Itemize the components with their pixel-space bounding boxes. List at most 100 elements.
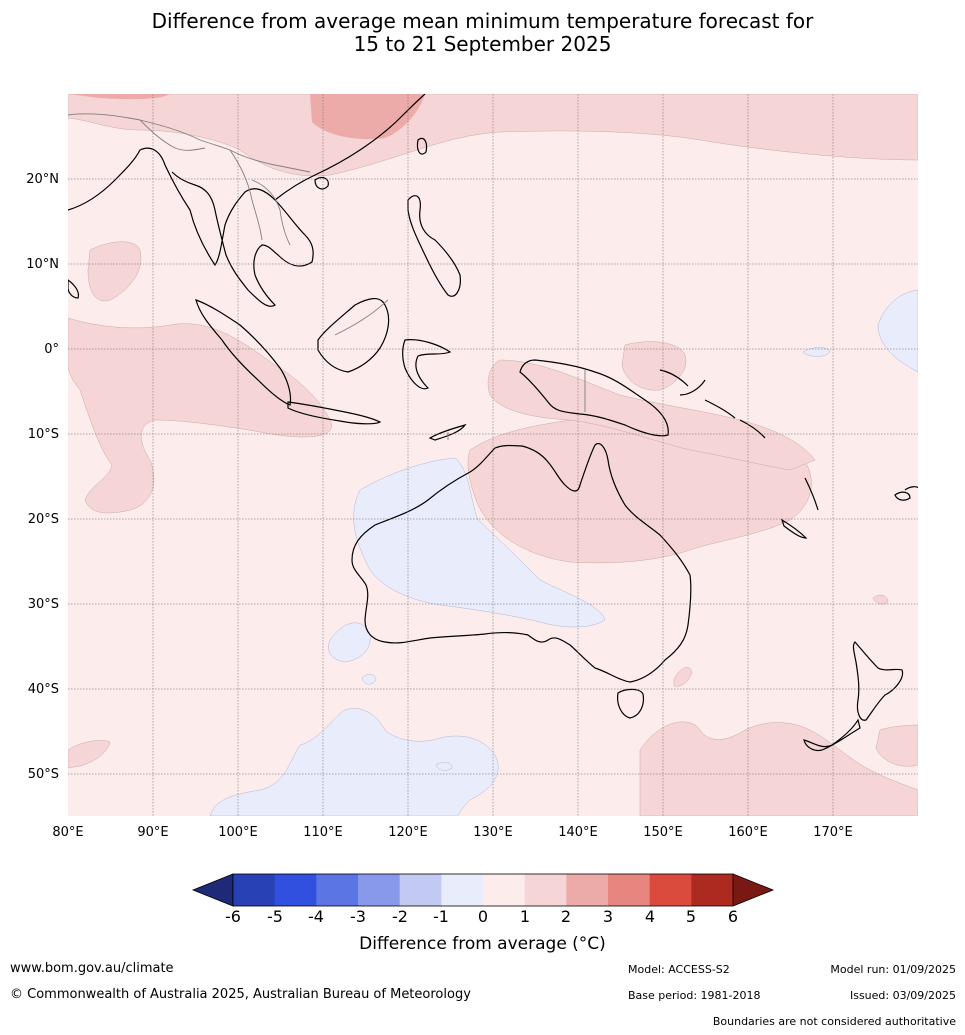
new-guinea-coast — [519, 359, 669, 437]
anomaly-region-west-pacific — [487, 359, 816, 471]
colorbar-label: -6 — [225, 907, 241, 926]
anomaly-region-southern-ocean — [639, 721, 918, 816]
lat-label: 50°S — [28, 767, 59, 782]
taiwan-coast — [416, 137, 428, 155]
borneo-coast — [317, 298, 390, 373]
anomaly-region-coral-patch — [872, 594, 889, 605]
colorbar-cell — [274, 874, 317, 906]
colorbar-cell — [441, 874, 484, 906]
lon-label: 90°E — [137, 825, 168, 840]
colorbar-extend-low — [191, 873, 234, 907]
lat-label: 20°N — [26, 172, 59, 187]
colorbar-cell — [358, 874, 401, 906]
australia-coast — [351, 442, 692, 683]
footer-issued: Issued: 03/09/2025 — [849, 989, 956, 1002]
sulawesi-coast — [402, 339, 452, 390]
footer-model: Model: ACCESS-S2 — [628, 963, 730, 976]
title-line-1: Difference from average mean minimum tem… — [151, 9, 814, 33]
colorbar-frame — [232, 873, 734, 907]
colorbar-label: -2 — [392, 907, 408, 926]
anomaly-region-pacific-equatorial — [621, 341, 687, 391]
border-india-china — [68, 113, 231, 151]
new-caledonia-coast — [780, 518, 808, 539]
colorbar-cell — [233, 874, 276, 906]
footer-url: www.bom.gov.au/climate — [10, 961, 174, 976]
colorbar-cell — [566, 874, 609, 906]
colorbar-cell — [483, 874, 526, 906]
lon-label: 100°E — [218, 825, 258, 840]
tasmania-coast — [617, 688, 645, 719]
anomaly-region-bay-of-bengal — [87, 241, 142, 302]
anomaly-region-tasman-patch — [673, 667, 693, 687]
colorbar-label: 5 — [686, 907, 696, 926]
lat-label: 20°S — [28, 512, 59, 527]
lon-label: 170°E — [813, 825, 853, 840]
colorbar-cell — [691, 874, 734, 906]
colorbar-labels: -6 -5 -4 -3 -2 -1 0 1 2 3 4 5 6 — [225, 907, 738, 926]
solomon-islands-coast — [704, 399, 766, 439]
colorbar-label: 2 — [561, 907, 571, 926]
colorbar-cell — [399, 874, 442, 906]
new-zealand-north — [852, 641, 904, 721]
lon-label: 130°E — [473, 825, 513, 840]
graticule — [68, 94, 918, 816]
colorbar-label: -4 — [308, 907, 324, 926]
png-islands-coast — [659, 369, 706, 396]
footer-disclaimer: Boundaries are not considered authoritat… — [712, 1015, 956, 1028]
colorbar-label: 4 — [645, 907, 655, 926]
colorbar-label: 6 — [728, 907, 738, 926]
philippines-coast — [407, 195, 461, 297]
footer-model-run: Model run: 01/09/2025 — [830, 963, 956, 976]
sri-lanka-coast — [68, 279, 80, 299]
colorbar-label: 0 — [478, 907, 488, 926]
anomaly-region-china-3to4 — [310, 94, 425, 140]
lon-label: 150°E — [643, 825, 683, 840]
anomaly-region-north — [68, 94, 918, 177]
lon-label: 160°E — [728, 825, 768, 840]
anomaly-region-small-cool-3 — [361, 674, 377, 685]
timor-coast — [428, 423, 467, 441]
border-borneo — [334, 299, 389, 336]
border-china-vietnam — [229, 149, 311, 173]
anomaly-region-pacific-east-cool — [877, 289, 918, 373]
border-laos-vietnam — [251, 179, 291, 246]
lat-label: 40°S — [28, 682, 59, 697]
colorbar-cell — [649, 874, 692, 906]
footer-base-period: Base period: 1981-2018 — [628, 989, 761, 1002]
fiji-coast — [894, 486, 918, 501]
anomaly-region-india-west — [68, 94, 170, 100]
lon-label: 120°E — [388, 825, 428, 840]
java-coast — [287, 401, 382, 425]
colorbar-label: -5 — [267, 907, 283, 926]
border-china-interior — [139, 119, 206, 151]
colorbar-label: 3 — [603, 907, 613, 926]
lon-label: 80°E — [52, 825, 83, 840]
anomaly-region-west-australia-cool — [353, 457, 606, 628]
lat-label: 10°S — [28, 427, 59, 442]
anomaly-region-sw-patch — [68, 740, 111, 769]
lon-label: 110°E — [303, 825, 343, 840]
anomaly-region-small-cool-1 — [802, 347, 831, 357]
anomaly-region-southwest-cool — [328, 622, 371, 663]
map-title: Difference from average mean minimum tem… — [0, 10, 965, 56]
latitude-labels: 20°N 10°N 0° 10°S 20°S 30°S 40°S 50°S — [26, 172, 59, 782]
anomaly-fields — [68, 94, 918, 816]
colorbar-cell — [608, 874, 651, 906]
colorbar-label: 1 — [520, 907, 530, 926]
colorbar-label: -3 — [350, 907, 366, 926]
vanuatu-coast — [804, 477, 819, 511]
title-line-2: 15 to 21 September 2025 — [353, 32, 612, 56]
footer-copyright: © Commonwealth of Australia 2025, Austra… — [10, 987, 471, 1002]
colorbar-cell — [524, 874, 567, 906]
colorbar-title: Difference from average (°C) — [359, 934, 606, 954]
anomaly-region-southern-ocean-cool — [209, 708, 499, 816]
lon-label: 140°E — [558, 825, 598, 840]
lat-label: 10°N — [26, 257, 59, 272]
colorbar-cell — [316, 874, 359, 906]
lat-label: 30°S — [28, 597, 59, 612]
colorbar-extend-high — [732, 873, 775, 907]
anomaly-region-southeast — [875, 724, 918, 767]
new-zealand-south — [803, 718, 861, 752]
coastlines — [68, 94, 918, 752]
